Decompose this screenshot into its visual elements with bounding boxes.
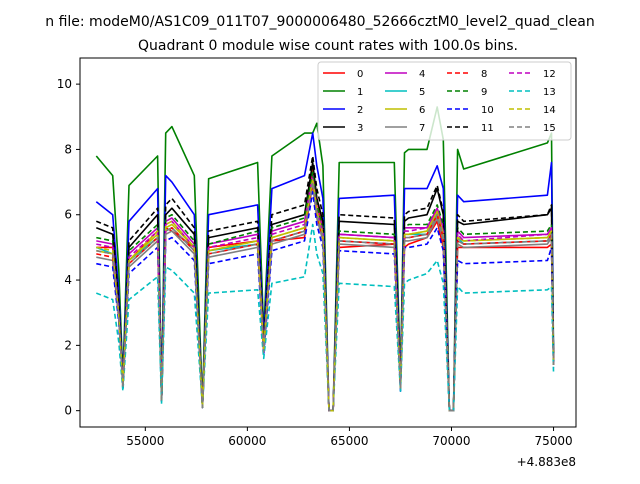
- x-tick-label: 60000: [228, 434, 266, 448]
- chart-title: Quadrant 0 module wise count rates with …: [138, 38, 518, 54]
- legend-box: [317, 61, 572, 141]
- legend-label-4: 4: [419, 69, 425, 80]
- legend-label-9: 9: [481, 87, 487, 98]
- legend-label-2: 2: [357, 105, 363, 116]
- figure-suptitle: n file: modeM0/AS1C09_011T07_9000006480_…: [45, 14, 594, 30]
- y-tick-label: 0: [64, 404, 72, 418]
- x-axis: 55000 60000 65000 70000 75000: [126, 427, 573, 448]
- legend-label-7: 7: [419, 123, 425, 134]
- legend-label-11: 11: [481, 123, 494, 134]
- y-tick-label: 2: [64, 338, 72, 352]
- axes-frame: [79, 57, 577, 428]
- x-tick-label: 75000: [534, 434, 572, 448]
- x-tick-label: 70000: [432, 434, 470, 448]
- x-offset-label: +4.883e8: [517, 455, 576, 469]
- legend-label-0: 0: [357, 69, 363, 80]
- legend-label-13: 13: [543, 87, 556, 98]
- legend-label-5: 5: [419, 87, 425, 98]
- legend-label-10: 10: [481, 105, 494, 116]
- y-tick-label: 8: [64, 142, 72, 156]
- legend-label-12: 12: [543, 69, 556, 80]
- y-tick-label: 10: [57, 77, 72, 91]
- x-tick-label: 55000: [126, 434, 164, 448]
- y-tick-label: 4: [64, 273, 72, 287]
- legend-label-3: 3: [357, 123, 363, 134]
- legend-label-1: 1: [357, 87, 363, 98]
- y-axis: 0 2 4 6 8 10: [57, 77, 80, 418]
- y-tick-label: 6: [64, 208, 72, 222]
- legend-label-15: 15: [543, 123, 556, 134]
- legend-label-6: 6: [419, 105, 425, 116]
- legend-label-14: 14: [543, 105, 556, 116]
- series-layer: [95, 106, 555, 412]
- legend-label-8: 8: [481, 69, 487, 80]
- series-line-15: [96, 181, 555, 412]
- x-tick-label: 65000: [330, 434, 368, 448]
